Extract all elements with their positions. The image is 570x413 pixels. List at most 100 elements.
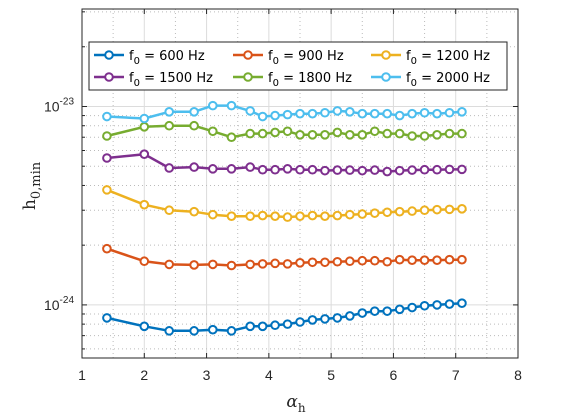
data-point <box>245 321 255 332</box>
legend-item: f0 = 600 Hz <box>94 49 205 67</box>
data-point <box>369 108 380 119</box>
data-point <box>189 260 199 270</box>
data-point <box>345 165 355 175</box>
series-2 <box>102 185 467 222</box>
data-point <box>139 321 150 332</box>
x-tick-label: 1 <box>78 367 86 383</box>
data-point <box>282 212 293 222</box>
data-point <box>394 206 405 217</box>
x-tick-label: 2 <box>140 367 148 383</box>
legend-label: f0 = 1800 Hz <box>268 71 352 89</box>
data-point <box>432 164 442 175</box>
data-point <box>189 162 199 172</box>
data-point <box>295 211 305 221</box>
data-point <box>102 111 112 122</box>
legend-swatch-marker <box>243 50 253 60</box>
data-point <box>189 206 199 217</box>
legend-swatch-marker <box>104 72 114 82</box>
axes: 1 2 3 4 5 6 7 8 10-24 10-23 <box>44 8 522 383</box>
series-1 <box>102 243 467 271</box>
legend-label: f0 = 600 Hz <box>129 49 205 67</box>
data-point <box>419 300 430 311</box>
data-point <box>432 255 442 265</box>
legend-box <box>88 41 508 91</box>
data-point <box>226 164 237 174</box>
x-tick-label: 8 <box>514 367 522 383</box>
axis-labels: αh h0,min <box>20 161 306 413</box>
data-point <box>102 185 112 195</box>
data-point <box>164 120 174 131</box>
x-tick-label: 7 <box>452 367 460 383</box>
data-point <box>320 129 330 140</box>
data-point <box>369 165 380 175</box>
data-point <box>295 258 305 268</box>
data-point <box>320 165 330 176</box>
legend-item: f0 = 1200 Hz <box>371 49 490 67</box>
data-point <box>332 165 343 175</box>
y-tick-label: 10-24 <box>44 295 74 313</box>
data-point <box>164 259 174 270</box>
data-point <box>307 257 318 268</box>
data-point <box>407 206 417 216</box>
data-point <box>295 164 305 175</box>
data-point <box>382 128 393 139</box>
data-point <box>320 314 330 324</box>
legend-label: f0 = 900 Hz <box>268 49 344 67</box>
data-point <box>419 164 430 175</box>
data-point <box>226 326 237 336</box>
data-point <box>139 113 150 124</box>
data-point <box>139 122 150 132</box>
data-point <box>394 128 405 139</box>
data-point <box>457 164 467 175</box>
data-point <box>270 110 280 121</box>
data-point <box>245 259 255 270</box>
data-point <box>357 129 368 140</box>
data-point <box>345 107 355 117</box>
legend: f0 = 600 Hz f0 = 900 Hz f0 = 1200 Hz f0 = 1… <box>88 41 508 91</box>
data-point <box>394 304 405 315</box>
data-point <box>295 129 305 140</box>
data-point <box>382 306 393 316</box>
data-point <box>457 107 467 117</box>
data-point <box>444 254 455 265</box>
data-point <box>457 128 467 139</box>
data-point <box>357 209 368 219</box>
data-point <box>245 162 255 172</box>
data-point <box>226 132 237 143</box>
data-point <box>345 256 355 267</box>
series-4 <box>102 120 467 143</box>
data-point <box>307 315 318 325</box>
data-point <box>357 165 368 176</box>
data-point <box>394 254 405 265</box>
data-point <box>307 164 318 175</box>
data-point <box>457 204 467 214</box>
data-point <box>102 313 112 323</box>
data-point <box>432 129 442 140</box>
y-axis-label: h0,min <box>20 161 44 210</box>
data-point <box>369 126 380 137</box>
data-point <box>369 255 380 266</box>
data-point <box>257 164 268 175</box>
legend-item: f0 = 2000 Hz <box>371 71 490 89</box>
data-point <box>382 166 393 177</box>
data-point <box>189 107 199 117</box>
legend-swatch-marker <box>243 72 253 82</box>
x-tick-label: 6 <box>390 367 398 383</box>
legend-item: f0 = 1800 Hz <box>233 71 352 89</box>
data-point <box>407 108 417 119</box>
data-point <box>407 255 417 265</box>
data-point <box>345 209 355 220</box>
data-point <box>332 106 343 116</box>
data-point <box>394 165 405 176</box>
data-point <box>282 109 293 120</box>
data-point <box>407 131 417 141</box>
data-point <box>320 107 330 118</box>
data-point <box>164 326 174 336</box>
data-point <box>457 298 467 308</box>
x-axis-label: αh <box>286 392 305 413</box>
data-point <box>382 108 393 119</box>
data-point <box>419 205 430 216</box>
data-point <box>307 108 318 119</box>
data-point <box>102 243 112 254</box>
